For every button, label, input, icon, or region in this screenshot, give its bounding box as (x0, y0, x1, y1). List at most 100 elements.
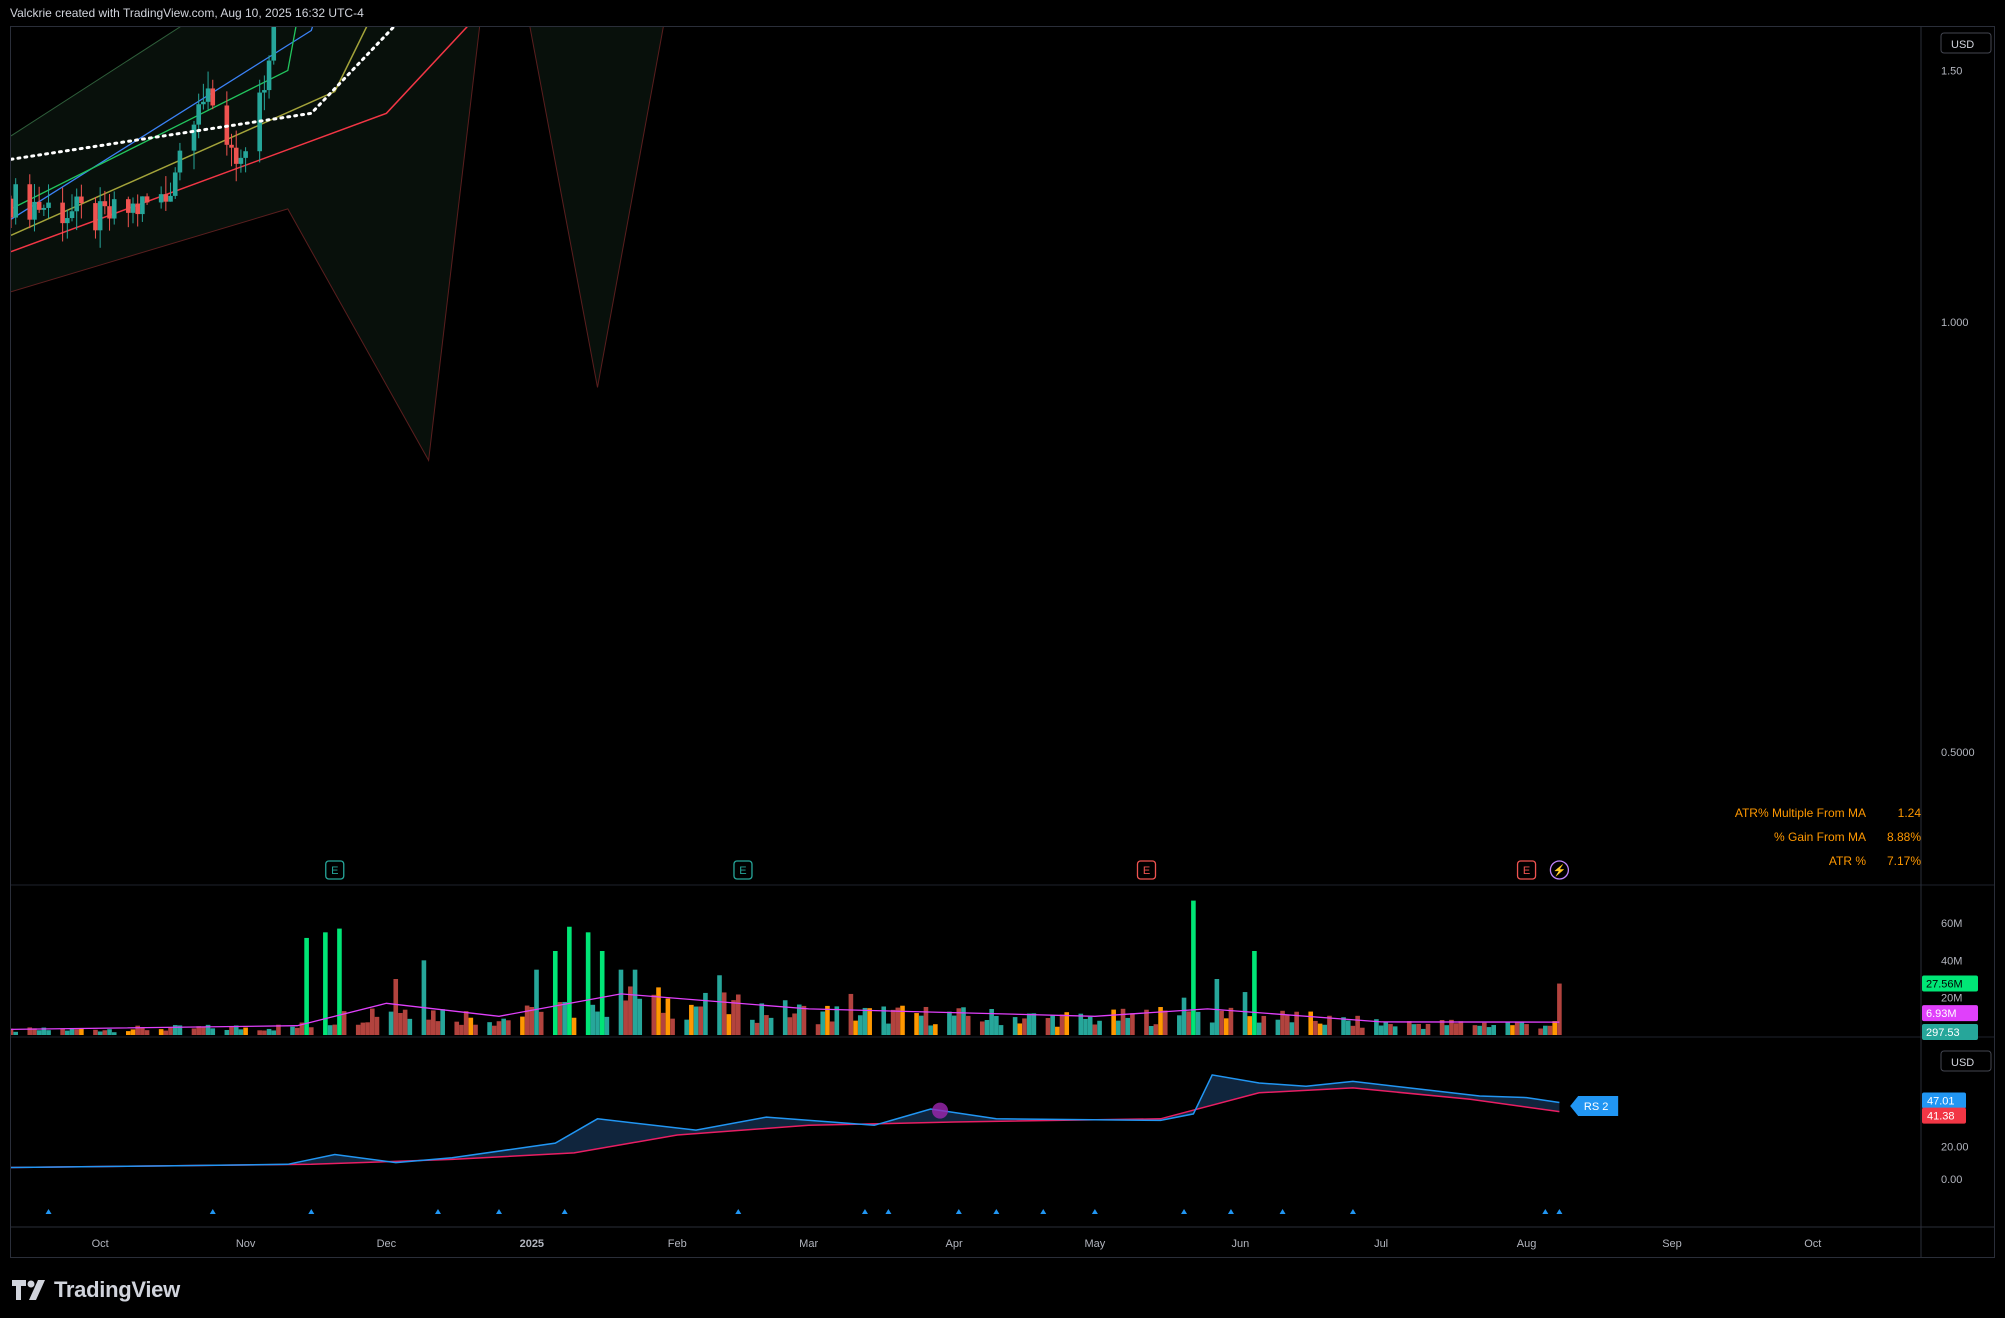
volume-bar (243, 1027, 248, 1035)
brand[interactable]: TradingView (12, 1276, 180, 1304)
volume-bar (585, 932, 591, 1035)
volume-bar (1322, 1024, 1328, 1035)
event-label: E (739, 865, 746, 877)
volume-bar (1280, 1010, 1285, 1035)
event-marker[interactable]: ⚡ (1549, 860, 1570, 880)
volume-bar (801, 1005, 807, 1035)
event-marker[interactable]: E (1136, 860, 1157, 880)
volume-bar (365, 1022, 370, 1035)
volume-bar (440, 1009, 445, 1035)
candle-body (65, 218, 70, 224)
volume-bar (1153, 1024, 1159, 1035)
volume-bar (698, 1006, 704, 1035)
event-markers[interactable]: E E E E ⚡ (325, 860, 1570, 880)
volume-bar (1087, 1016, 1093, 1035)
price-axis[interactable]: 12.5012.0011.5011.0010.5010.009.509.008.… (1922, 27, 1975, 759)
volume-bar (327, 1025, 333, 1035)
volume-bar (360, 1022, 366, 1035)
volume-bar (163, 1030, 169, 1035)
volume-bar (1543, 1025, 1548, 1035)
volume-badge (1922, 975, 1978, 992)
candle-body (177, 150, 183, 173)
volume-bar (1256, 1022, 1262, 1035)
volume-bar (1491, 1025, 1497, 1035)
stats-label: ATR% Multiple From MA (1735, 806, 1866, 820)
time-axis[interactable]: Oct Nov Dec 2025 Feb Mar Apr May Jun Jul Aug Sep Oct (92, 1238, 1822, 1250)
earnings-icon (1136, 860, 1157, 880)
bb-fill (11, 0, 669, 461)
volume-bar (1327, 1015, 1332, 1035)
volume-bar (27, 1027, 33, 1035)
candle-body (102, 201, 108, 207)
volume-bar (618, 969, 624, 1035)
rs-tag-shape (1570, 1096, 1619, 1116)
rs-triangle-marker (1181, 1209, 1188, 1214)
volume-bar (1012, 1017, 1018, 1035)
volume-badge-label: 6.93M (1926, 1008, 1957, 1020)
volume-bar (792, 1013, 797, 1035)
event-marker[interactable]: E (733, 860, 753, 880)
stats-value: 8.88% (1887, 830, 1921, 844)
volume-bar (829, 1021, 835, 1035)
candle-body (229, 144, 234, 148)
volume-bar (984, 1019, 990, 1035)
rs-triangle-marker (885, 1209, 892, 1214)
currency-label: USD (1951, 39, 1974, 51)
candle-body (158, 194, 164, 203)
candle-body (168, 195, 173, 202)
candle-body (60, 202, 65, 224)
chart-frame: E E E E ⚡ RS 2 12.5012.0011.5011.0010.5010.0… (8, 0, 1995, 1258)
volume-bar (754, 1022, 760, 1035)
bb-lower-line (10, 0, 669, 462)
volume-bar (726, 1014, 732, 1035)
rs-currency-button[interactable]: USD (1940, 1050, 1992, 1072)
volume-bar (1519, 1021, 1525, 1035)
volume-tick-label: 40M (1941, 955, 1962, 967)
rs-tag[interactable]: RS 2 (1570, 1096, 1619, 1116)
rs-triangle-marker (495, 1209, 502, 1214)
volume-bar (1350, 1025, 1356, 1035)
volume-bar (144, 1030, 150, 1035)
volume-bar (834, 1006, 840, 1035)
volume-bar (1125, 1017, 1131, 1035)
volume-bar (989, 1008, 994, 1035)
volume-bar (1130, 1013, 1135, 1035)
volume-axis: 60M 40M 20M 27.56M 6.93M 297.53 (1922, 918, 1978, 1040)
currency-button[interactable]: USD (1940, 32, 1992, 54)
volume-bar (1228, 1007, 1234, 1035)
volume-bar (886, 1023, 891, 1035)
rs-triangle-marker (434, 1209, 441, 1214)
volume-bar (1449, 1019, 1454, 1035)
volume-bar (787, 1017, 793, 1035)
event-marker[interactable]: E (1516, 860, 1537, 880)
volume-bar (717, 975, 722, 1035)
time-tick-label: Nov (236, 1238, 256, 1250)
rs-triangle-marker (1542, 1209, 1549, 1214)
volume-bar (998, 1025, 1004, 1035)
volume-bar (590, 1004, 596, 1035)
chart-canvas[interactable]: E E E E ⚡ RS 2 12.5012.0011.5011.0010.5010.0… (8, 0, 1994, 1257)
volume-bar (571, 1017, 577, 1035)
volume-bar (979, 1021, 985, 1035)
volume-bar (534, 969, 539, 1035)
volume-bar (825, 1005, 830, 1035)
event-marker[interactable]: E (325, 860, 345, 880)
volume-bar (172, 1025, 178, 1035)
candle-body (13, 184, 18, 218)
volume-bar (567, 926, 572, 1035)
volume-bar (501, 1018, 506, 1035)
rs-triangle-marker (308, 1209, 315, 1214)
chart-caption: Valckrie created with TradingView.com, A… (10, 6, 364, 20)
volume-bar (1186, 1011, 1192, 1035)
volume-bar (881, 1006, 887, 1035)
volume-bar (1514, 1022, 1520, 1035)
volume-bar (1547, 1025, 1553, 1035)
volume-bar (238, 1029, 244, 1035)
volume-bar (735, 994, 741, 1035)
volume-bar (923, 1006, 929, 1035)
volume-bar (1059, 1014, 1065, 1035)
volume-bar (520, 1016, 525, 1035)
volume-bar (323, 932, 328, 1035)
candle-body (130, 203, 136, 213)
candle-body (41, 207, 47, 210)
